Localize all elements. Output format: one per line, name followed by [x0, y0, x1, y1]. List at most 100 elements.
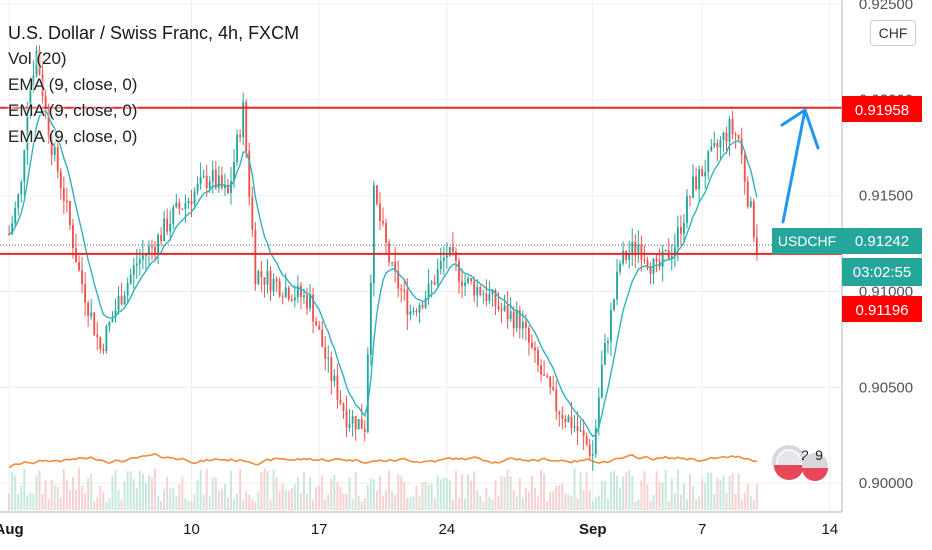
- candle-200[interactable]: [616, 259, 619, 306]
- candle-63[interactable]: [199, 162, 202, 190]
- candle-179[interactable]: [552, 375, 555, 392]
- candle-55[interactable]: [175, 193, 178, 209]
- candle-105[interactable]: [327, 345, 330, 373]
- indicator-ema-1[interactable]: EMA (9, close, 0): [8, 75, 138, 94]
- candle-5[interactable]: [23, 149, 26, 197]
- candle-138[interactable]: [427, 269, 430, 305]
- candle-151[interactable]: [467, 275, 470, 285]
- candle-114[interactable]: [354, 416, 357, 441]
- candle-166[interactable]: [512, 306, 515, 337]
- candle-109[interactable]: [339, 390, 342, 406]
- candle-98[interactable]: [306, 287, 308, 315]
- candle-79[interactable]: [248, 142, 251, 206]
- candle-15[interactable]: [53, 141, 56, 162]
- candle-140[interactable]: [433, 274, 436, 286]
- candle-62[interactable]: [196, 176, 199, 196]
- candle-67[interactable]: [211, 160, 214, 194]
- candle-36[interactable]: [117, 286, 120, 315]
- candle-78[interactable]: [245, 99, 248, 159]
- candle-96[interactable]: [299, 281, 302, 310]
- candle-3[interactable]: [17, 193, 20, 216]
- candlestick-series[interactable]: [8, 45, 758, 471]
- candle-232[interactable]: [713, 131, 716, 149]
- candle-178[interactable]: [549, 376, 552, 395]
- candle-117[interactable]: [363, 420, 366, 442]
- candle-225[interactable]: [692, 164, 694, 199]
- candle-227[interactable]: [698, 165, 701, 204]
- candle-192[interactable]: [591, 440, 594, 471]
- candle-28[interactable]: [93, 311, 96, 336]
- candle-61[interactable]: [193, 187, 196, 210]
- candle-221[interactable]: [679, 215, 682, 246]
- candle-77[interactable]: [242, 92, 245, 146]
- candle-52[interactable]: [166, 208, 169, 236]
- candle-222[interactable]: [682, 213, 685, 243]
- candle-118[interactable]: [366, 347, 369, 434]
- candle-219[interactable]: [673, 233, 676, 268]
- candle-49[interactable]: [157, 232, 160, 265]
- candle-93[interactable]: [290, 294, 293, 302]
- candle-13[interactable]: [47, 103, 50, 144]
- candle-189[interactable]: [582, 419, 585, 451]
- candle-33[interactable]: [108, 320, 111, 333]
- candle-106[interactable]: [330, 351, 333, 395]
- candle-58[interactable]: [184, 194, 187, 223]
- candle-31[interactable]: [102, 343, 105, 355]
- event-badge-us[interactable]: 2: [772, 445, 809, 480]
- candle-230[interactable]: [707, 149, 710, 180]
- candle-99[interactable]: [309, 283, 311, 312]
- candle-20[interactable]: [68, 200, 71, 230]
- candle-143[interactable]: [442, 246, 445, 275]
- candle-167[interactable]: [515, 301, 518, 333]
- projection-arrow[interactable]: [780, 107, 820, 224]
- candle-207[interactable]: [637, 230, 640, 264]
- candle-21[interactable]: [72, 218, 74, 259]
- candle-112[interactable]: [348, 409, 351, 432]
- candle-206[interactable]: [634, 234, 637, 269]
- candle-115[interactable]: [357, 418, 360, 430]
- candle-174[interactable]: [537, 346, 539, 373]
- candle-177[interactable]: [546, 372, 549, 379]
- candle-130[interactable]: [403, 278, 406, 301]
- candle-141[interactable]: [436, 259, 439, 288]
- candle-85[interactable]: [266, 259, 269, 294]
- candle-128[interactable]: [397, 260, 400, 298]
- candle-195[interactable]: [600, 350, 603, 399]
- candle-238[interactable]: [731, 110, 734, 140]
- candle-47[interactable]: [151, 239, 153, 261]
- candle-70[interactable]: [220, 166, 223, 190]
- candle-50[interactable]: [160, 226, 163, 246]
- candle-111[interactable]: [345, 395, 348, 438]
- candle-116[interactable]: [360, 403, 363, 430]
- candle-164[interactable]: [506, 291, 509, 329]
- candle-161[interactable]: [497, 291, 500, 312]
- candle-125[interactable]: [388, 238, 391, 267]
- candle-25[interactable]: [84, 272, 87, 317]
- candle-48[interactable]: [154, 241, 156, 262]
- price-axis[interactable]: 0.900000.905000.910000.915000.920000.925…: [841, 0, 913, 512]
- candle-163[interactable]: [503, 294, 506, 312]
- candle-134[interactable]: [415, 308, 418, 317]
- candle-9[interactable]: [35, 45, 38, 78]
- candle-244[interactable]: [749, 196, 752, 209]
- candle-173[interactable]: [534, 341, 536, 364]
- candle-156[interactable]: [482, 289, 485, 304]
- candle-43[interactable]: [138, 248, 141, 276]
- candle-2[interactable]: [14, 201, 17, 228]
- candle-240[interactable]: [737, 134, 740, 142]
- candle-229[interactable]: [704, 159, 707, 189]
- candle-165[interactable]: [509, 297, 512, 322]
- candle-235[interactable]: [722, 131, 725, 152]
- candle-190[interactable]: [585, 432, 588, 446]
- candle-35[interactable]: [114, 298, 117, 323]
- candle-11[interactable]: [41, 60, 44, 104]
- economic-events[interactable]: 2 9: [772, 445, 828, 481]
- candle-127[interactable]: [394, 246, 397, 283]
- candle-144[interactable]: [445, 242, 448, 269]
- candle-129[interactable]: [400, 284, 403, 303]
- candle-234[interactable]: [719, 136, 722, 160]
- candle-90[interactable]: [281, 292, 284, 305]
- candle-4[interactable]: [20, 179, 23, 203]
- candle-217[interactable]: [667, 238, 670, 261]
- candle-150[interactable]: [464, 274, 467, 297]
